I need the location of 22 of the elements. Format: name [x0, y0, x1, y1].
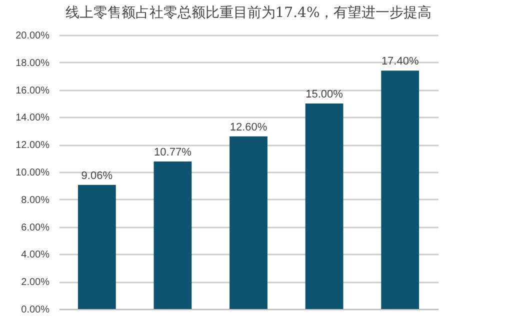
data-label: 10.77% [154, 146, 192, 158]
data-label: 12.60% [230, 121, 268, 134]
bar [230, 136, 268, 309]
chart-title: 线上零售额占社零总额比重目前为17.4%，有望进一步提高 [65, 5, 432, 21]
y-tick-label: 12.00% [16, 140, 50, 152]
y-tick-label: 0.00% [21, 304, 50, 316]
data-label: 9.06% [81, 170, 113, 182]
y-tick-label: 6.00% [21, 222, 50, 234]
y-tick-label: 16.00% [16, 85, 50, 96]
y-tick-label: 14.00% [16, 112, 50, 124]
y-tick-label: 8.00% [21, 194, 50, 206]
bar [154, 161, 192, 309]
y-tick-label: 18.00% [16, 58, 50, 69]
y-tick-label: 20.00% [16, 30, 50, 42]
y-tick-label: 10.00% [16, 168, 50, 178]
data-label: 15.00% [306, 88, 344, 100]
y-tick-label: 2.00% [21, 277, 50, 288]
bar [78, 184, 116, 309]
bar [305, 104, 344, 309]
y-tick-label: 4.00% [21, 250, 50, 261]
bar [381, 70, 420, 309]
data-label: 17.40% [381, 56, 419, 68]
